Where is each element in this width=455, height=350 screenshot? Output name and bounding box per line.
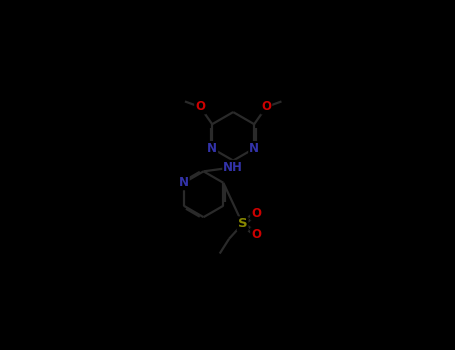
Text: N: N xyxy=(207,142,217,155)
Text: O: O xyxy=(251,206,261,220)
Text: S: S xyxy=(238,217,248,230)
Text: O: O xyxy=(195,100,205,113)
Text: N: N xyxy=(179,176,189,189)
Text: NH: NH xyxy=(223,161,243,174)
Text: O: O xyxy=(261,100,271,113)
Text: O: O xyxy=(251,228,261,241)
Text: N: N xyxy=(249,142,259,155)
